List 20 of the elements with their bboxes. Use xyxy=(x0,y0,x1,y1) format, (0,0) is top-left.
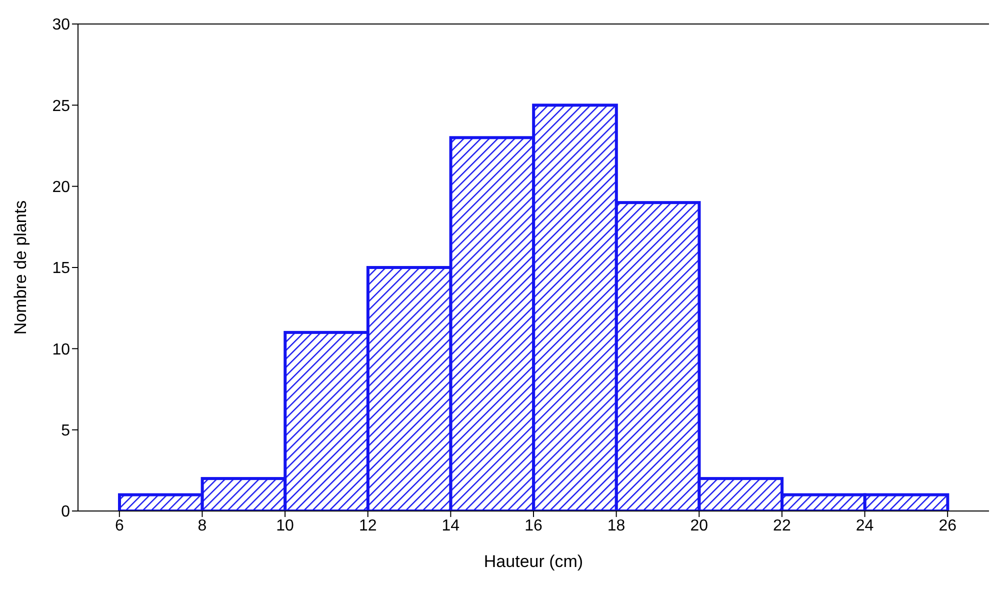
x-tick-label: 6 xyxy=(114,517,124,534)
y-tick-label: 5 xyxy=(61,422,70,440)
y-tick-label: 0 xyxy=(61,504,70,521)
x-tick-label: 18 xyxy=(607,517,626,534)
y-tick-label: 10 xyxy=(52,341,70,358)
x-tick-label: 24 xyxy=(856,517,874,534)
x-tick-label: 10 xyxy=(276,517,294,534)
x-tick-label: 26 xyxy=(938,517,957,534)
x-tick-label: 12 xyxy=(358,517,377,534)
x-tick-label: 20 xyxy=(690,517,708,534)
x-axis-title: Hauteur (cm) xyxy=(484,552,584,571)
x-tick-label: 16 xyxy=(524,517,542,534)
y-tick-label: 20 xyxy=(52,179,70,196)
y-tick-label: 25 xyxy=(52,98,70,115)
x-tick-label: 22 xyxy=(773,517,791,534)
x-tick-label: 8 xyxy=(198,517,207,534)
x-tick-label: 14 xyxy=(442,517,460,534)
y-tick-label: 30 xyxy=(52,16,70,34)
y-axis-title: Nombre de plants xyxy=(11,200,30,335)
y-tick-label: 15 xyxy=(52,260,70,278)
